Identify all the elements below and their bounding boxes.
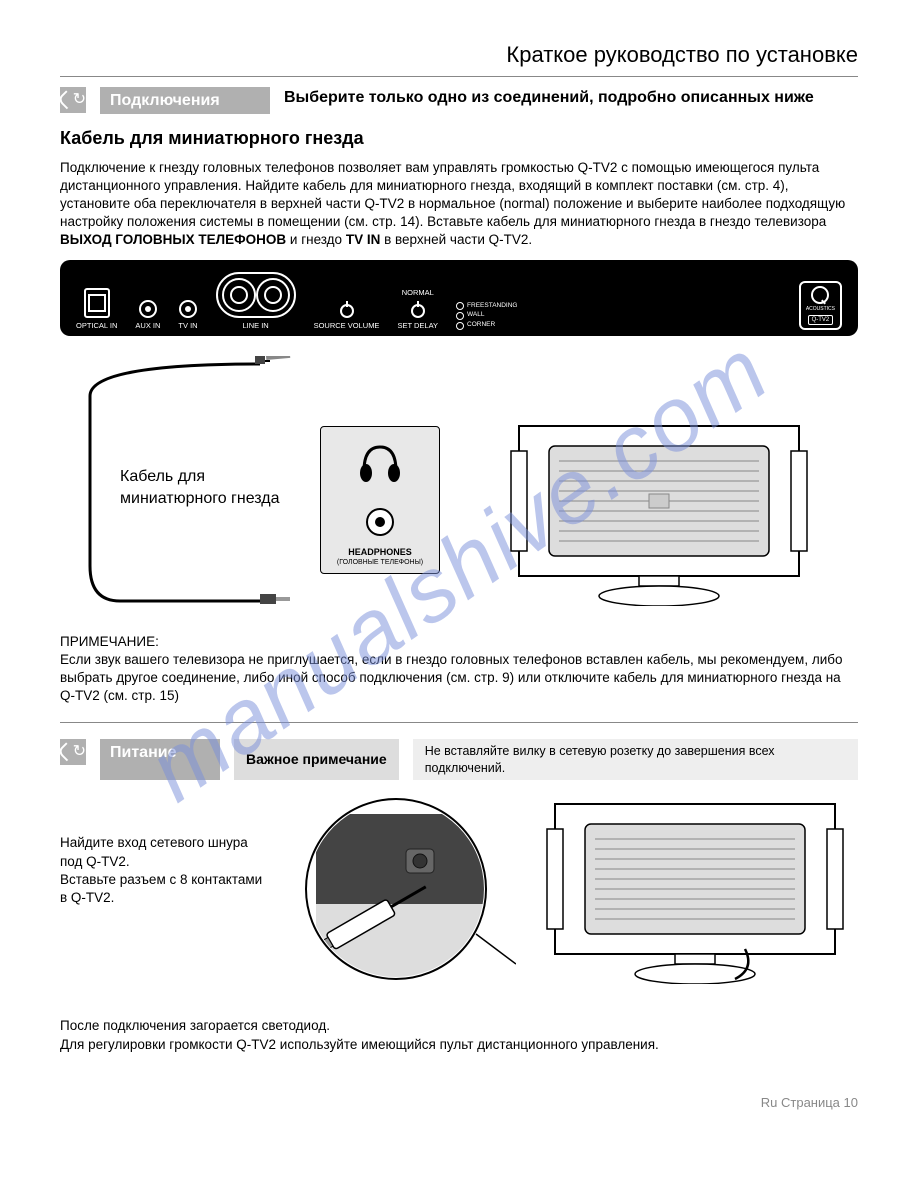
q-logo-icon [811,286,829,304]
connections-header-row: ↻ Подключения Выберите только одно из со… [60,87,858,115]
footer-line-1: После подключения загорается светодиод. [60,1017,858,1035]
page-title: Краткое руководство по установке [60,40,858,77]
power-instr-1: Найдите вход сетевого шнура под Q-TV2. [60,834,270,870]
arrow-icon: ↻ [60,87,86,113]
headphones-icon [356,439,404,487]
divider [60,722,858,723]
connections-body: Подключение к гнезду головных телефонов … [60,159,858,250]
position-switch: FREESTANDING WALL CORNER [456,302,517,330]
source-vol: SOURCE VOLUME [314,304,380,330]
optical-label: OPTICAL IN [76,322,117,330]
optical-port: OPTICAL IN [76,288,117,330]
linein-label: LINE IN [242,322,268,330]
arrow-icon-2: ↻ [60,739,86,765]
power-closeup [286,794,516,999]
freestanding-label: FREESTANDING [467,302,517,311]
headphones-sublabel: (ГОЛОВНЫЕ ТЕЛЕФОНЫ) [329,558,431,567]
body-bold2: TV IN [346,232,381,247]
cable-diagram-row: Кабель для миниатюрного гнезда HEADPHONE… [60,336,858,621]
cable-area: Кабель для миниатюрного гнезда [60,336,300,621]
src-label: SOURCE VOLUME [314,322,380,330]
connections-tab: Подключения [100,87,270,115]
power-footer: После подключения загорается светодиод. … [60,1017,858,1053]
cable-subheading: Кабель для миниатюрного гнезда [60,126,858,150]
power-tab: Питание [100,739,220,781]
connections-heading: Выберите только одно из соединений, подр… [284,87,858,109]
tv-back-illustration [460,416,858,611]
aux-label: AUX IN [135,322,160,330]
set-delay: NORMAL SET DELAY [397,289,438,330]
power-diagram-row: Найдите вход сетевого шнура под Q-TV2. В… [60,794,858,999]
wall-label: WALL [467,311,484,320]
cable-label: Кабель для миниатюрного гнезда [120,466,280,509]
headphones-label: HEADPHONES [329,546,431,558]
delay-label: SET DELAY [397,322,438,330]
important-text: Не вставляйте вилку в сетевую розетку до… [413,739,858,781]
knob-icon [340,304,354,318]
optical-icon [84,288,110,318]
normal-label: NORMAL [402,289,434,297]
logo-badge: Q-TV2 [808,315,834,325]
aux-jack-icon [139,300,157,318]
connector-panel: OPTICAL IN AUX IN TV IN LINE IN SOURCE V… [60,260,858,336]
headphone-box: HEADPHONES (ГОЛОВНЫЕ ТЕЛЕФОНЫ) [320,426,440,574]
headphone-jack-icon [366,508,394,536]
linein-port: LINE IN [216,272,296,330]
note-label: ПРИМЕЧАНИЕ: [60,633,858,651]
note-block: ПРИМЕЧАНИЕ: Если звук вашего телевизора … [60,633,858,706]
body-post: в верхней части Q-TV2. [380,232,532,247]
tvin-port: TV IN [178,300,197,330]
body-mid: и гнездо [286,232,346,247]
q-acoustics-logo: ACOUSTICS Q-TV2 [799,281,842,330]
power-instructions: Найдите вход сетевого шнура под Q-TV2. В… [60,794,270,907]
rca-pair-icon [216,272,296,318]
power-instr-2: Вставьте разъем с 8 контактами в Q-TV2. [60,871,270,907]
tv-back-illustration-2 [532,794,858,989]
footer-line-2: Для регулировки громкости Q-TV2 использу… [60,1036,858,1054]
note-body: Если звук вашего телевизора не приглушае… [60,651,858,706]
corner-label: CORNER [467,321,495,330]
body-pre: Подключение к гнезду головных телефонов … [60,160,845,230]
tvin-jack-icon [179,300,197,318]
page-number: Ru Страница 10 [60,1094,858,1112]
body-bold1: ВЫХОД ГОЛОВНЫХ ТЕЛЕФОНОВ [60,232,286,247]
logo-sub: ACOUSTICS [806,306,835,313]
tvin-label: TV IN [178,322,197,330]
aux-port: AUX IN [135,300,160,330]
delay-knob-icon [411,304,425,318]
power-header-row: ↻ Питание Важное примечание Не вставляйт… [60,739,858,781]
important-label: Важное примечание [234,739,399,781]
